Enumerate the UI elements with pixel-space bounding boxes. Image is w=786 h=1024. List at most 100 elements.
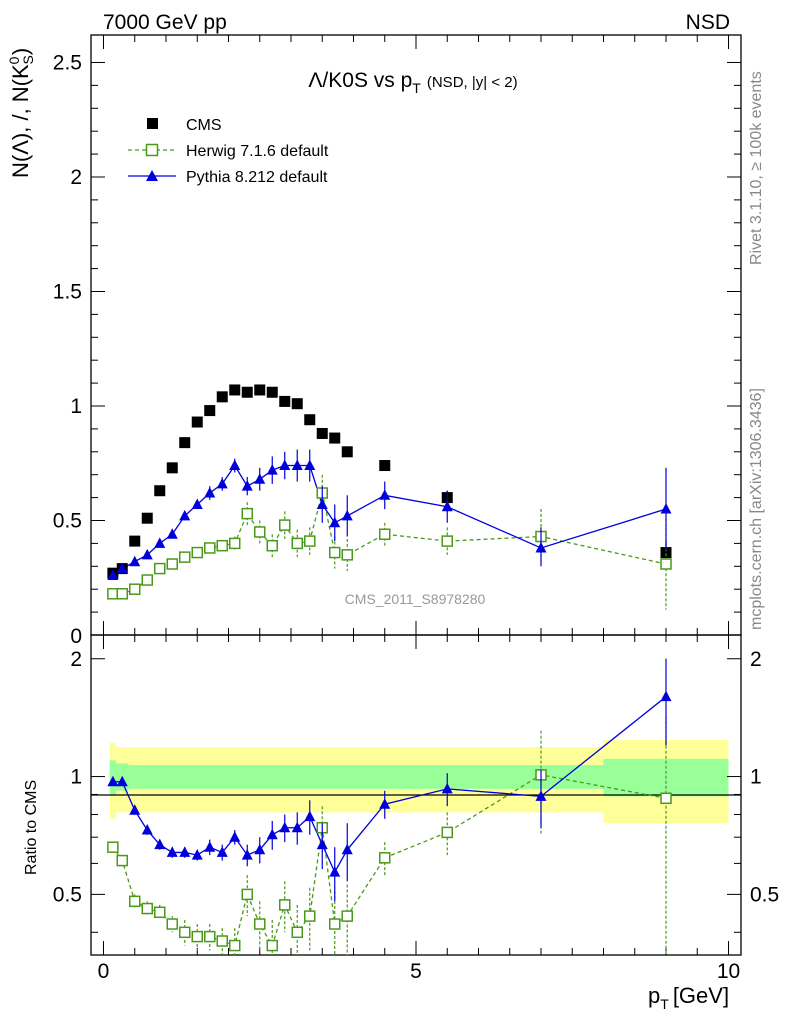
pythia-point — [254, 473, 266, 484]
ratio-herwig-point — [166, 918, 178, 930]
ratio-herwig-point — [660, 792, 672, 805]
herwig-point — [660, 558, 672, 570]
ratio-pythia-point — [241, 849, 253, 860]
herwig-point — [304, 535, 316, 547]
ratio-herwig-point — [141, 902, 153, 915]
band-inner — [128, 765, 141, 789]
herwig-point — [254, 526, 266, 538]
plot-title: Λ/K0S vs pT (NSD, |y| < 2) — [308, 69, 517, 96]
herwig-point — [191, 546, 203, 559]
legend: CMS Herwig 7.1.6 default Pythia 8.212 de… — [128, 117, 329, 186]
cms-point — [329, 432, 341, 444]
ratio-herwig-point — [116, 854, 128, 867]
ratio-tick-label-right: 0.5 — [750, 883, 779, 906]
cms-point — [291, 398, 303, 410]
ratio-pythia-point — [179, 846, 191, 857]
ratio-uncertainty-bands — [109, 740, 729, 824]
band-inner — [166, 765, 604, 789]
ratio-pythia-point — [116, 775, 128, 787]
cms-point — [279, 395, 291, 407]
pythia-point — [166, 528, 178, 539]
analysis-watermark: CMS_2011_S8978280 — [345, 591, 486, 607]
legend-cms-label: CMS — [186, 117, 222, 134]
ratio-pythia-point — [107, 775, 119, 787]
ratio-herwig-point — [266, 939, 278, 952]
ratio-pythia-point — [279, 821, 291, 833]
cms-point — [191, 416, 203, 428]
herwig-point — [241, 507, 253, 520]
cms-point — [379, 460, 391, 472]
ratio-pythia-point — [341, 843, 353, 855]
pythia-point — [304, 459, 316, 471]
legend-herwig-label: Herwig 7.1.6 default — [186, 143, 329, 160]
ratio-pythia-point — [129, 804, 141, 815]
ratio-herwig-point — [204, 930, 216, 943]
herwig-point — [291, 537, 303, 550]
ratio-herwig-point — [379, 852, 391, 864]
legend-pythia-marker — [146, 170, 158, 181]
herwig-point — [266, 539, 278, 552]
herwig-point — [141, 574, 153, 586]
pythia-point — [229, 459, 241, 471]
ratio-herwig-point — [254, 918, 266, 930]
band-inner — [153, 765, 166, 789]
herwig-point — [107, 588, 119, 600]
pythia-point — [141, 548, 153, 560]
cms-point — [154, 485, 166, 497]
ratio-pythia-point — [316, 838, 328, 850]
ratio-herwig-point — [279, 899, 291, 911]
cms-point — [141, 512, 153, 524]
ratio-pythia-point — [266, 828, 278, 840]
x-tick-label: 5 — [410, 960, 422, 983]
ratio-herwig-point — [129, 895, 141, 908]
herwig-point — [341, 549, 353, 561]
ratio-pythia-point — [304, 810, 316, 822]
pythia-point — [179, 509, 191, 521]
ratio-herwig-point — [341, 910, 353, 922]
pythia-point — [379, 489, 391, 500]
ratio-pythia-point — [141, 824, 153, 835]
ratio-pythia-point — [204, 841, 216, 852]
cms-point — [241, 386, 253, 398]
cms-point — [254, 384, 266, 396]
ratio-y-axis-label: Ratio to CMS — [23, 780, 40, 875]
pythia-point — [329, 516, 341, 528]
herwig-point — [229, 537, 241, 550]
herwig-point — [154, 562, 166, 575]
cms-point — [179, 437, 191, 449]
x-axis-label: pT [GeV] — [648, 983, 729, 1012]
ratio-pythia-point — [166, 846, 178, 857]
ratio-tick-label: 2 — [70, 648, 82, 671]
ratio-herwig-point — [291, 926, 303, 939]
pythia-point — [341, 509, 353, 521]
ratio-herwig-point — [179, 926, 191, 939]
x-tick-label: 0 — [98, 960, 110, 983]
pythia-point — [116, 562, 128, 574]
y-tick-label: 2 — [70, 166, 82, 189]
ratio-herwig-point — [304, 910, 316, 922]
ratio-herwig-point — [441, 826, 453, 839]
pythia-point — [316, 498, 328, 509]
herwig-point — [216, 539, 228, 552]
pythia-point — [535, 541, 547, 553]
y-tick-label: 1.5 — [53, 280, 82, 303]
y-axis-label: N(Λ), /, N(K0S) — [6, 48, 36, 178]
herwig-point — [179, 551, 191, 563]
main-series — [107, 384, 672, 610]
ratio-herwig-point — [107, 841, 119, 853]
cms-point — [229, 384, 241, 396]
cms-point — [266, 386, 278, 398]
pythia-point — [441, 500, 453, 512]
cms-point — [341, 446, 353, 458]
ratio-pythia-line — [112, 696, 667, 874]
cms-point — [204, 405, 216, 417]
pythia-point — [279, 459, 291, 471]
pythia-point — [291, 459, 303, 471]
pythia-point — [241, 480, 253, 491]
x-tick-label: 10 — [717, 960, 740, 983]
ratio-pythia-point — [291, 821, 303, 833]
mcplots-label: mcplots.cern.ch [arXiv:1306.3436] — [748, 388, 765, 630]
legend-cms-marker — [147, 118, 158, 129]
pythia-point — [107, 569, 119, 580]
ratio-pythia-point — [216, 846, 228, 857]
